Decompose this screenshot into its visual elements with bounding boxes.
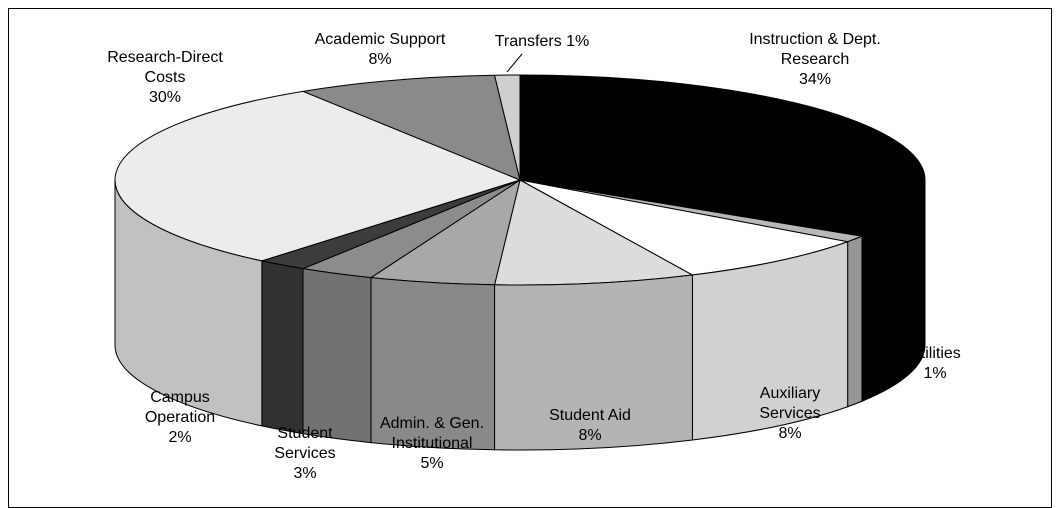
category-label: Student Services bbox=[274, 425, 336, 462]
category-label: Campus Operation bbox=[144, 389, 216, 426]
slice-side-shade bbox=[302, 268, 371, 443]
slice-side-shade bbox=[115, 180, 262, 426]
slice-side bbox=[114, 179, 263, 427]
slice-side-shade bbox=[692, 241, 848, 441]
value-label: 3% bbox=[293, 465, 317, 482]
chart bbox=[114, 53, 926, 451]
data-label: Research-Direct Costs 30% bbox=[100, 48, 230, 108]
slice-side-shade bbox=[261, 260, 303, 434]
data-label: Academic Support 8% bbox=[295, 30, 465, 70]
data-label: Auxiliary Services 8% bbox=[735, 384, 845, 444]
value-label: 5% bbox=[420, 455, 444, 472]
slice-side-shade bbox=[370, 277, 495, 450]
slice-side-shade bbox=[861, 180, 925, 402]
category-label: Utilities bbox=[909, 345, 961, 362]
value-label: 8% bbox=[368, 51, 392, 68]
data-label: Student Aid 8% bbox=[545, 406, 635, 446]
value-label: 8% bbox=[778, 425, 802, 442]
slice-side-shade bbox=[494, 275, 693, 451]
category-label: Instruction & Dept. Research bbox=[749, 31, 881, 68]
value-label: 8% bbox=[578, 427, 602, 444]
data-label: Campus Operation 2% bbox=[130, 388, 230, 448]
value-label: 1% bbox=[923, 365, 947, 382]
leader-line bbox=[506, 53, 523, 73]
value-label: 30% bbox=[148, 89, 182, 106]
slice-tops bbox=[114, 74, 926, 286]
page: {"chart_data": {"type": "pie3d", "catego… bbox=[8, 8, 1052, 508]
category-label: Research-Direct Costs bbox=[107, 49, 223, 86]
data-label: Utilities 1% bbox=[895, 344, 975, 384]
category-label: Auxiliary Services bbox=[759, 385, 821, 422]
data-label: Instruction & Dept. Research 34% bbox=[735, 30, 895, 90]
slice-side-shade bbox=[847, 236, 862, 407]
data-label: Student Services 3% bbox=[260, 424, 350, 484]
category-label: Admin. & Gen. Institutional bbox=[379, 415, 485, 452]
category-label: Student Aid bbox=[549, 407, 631, 424]
slice-top bbox=[493, 74, 521, 181]
category-label: Transfers bbox=[494, 33, 562, 50]
data-label: Admin. & Gen. Institutional 5% bbox=[362, 414, 502, 474]
value-label: 1% bbox=[566, 33, 590, 50]
slice-top bbox=[301, 74, 521, 181]
value-label: 2% bbox=[168, 429, 192, 446]
data-label: Transfers 1% bbox=[467, 32, 617, 52]
value-label: 34% bbox=[798, 71, 832, 88]
category-label: Academic Support bbox=[314, 31, 446, 48]
